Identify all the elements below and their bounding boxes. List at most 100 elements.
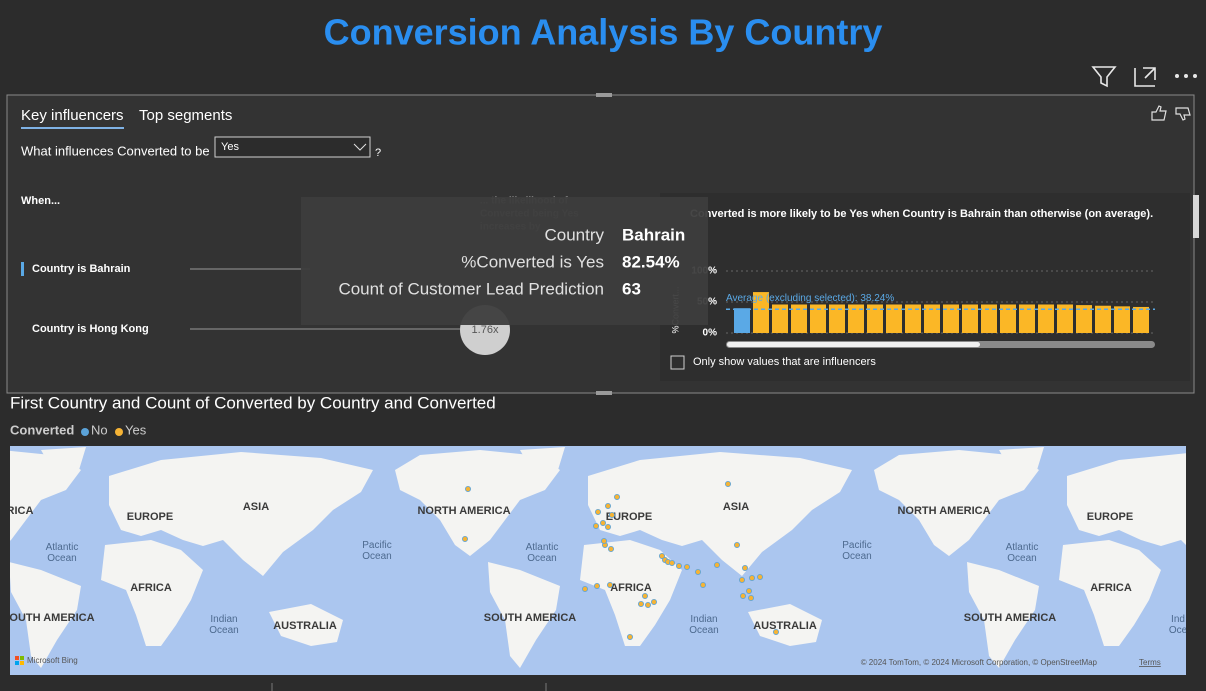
tooltip-value: 63 <box>622 279 641 298</box>
continent-label: AUSTRALIA <box>753 620 817 632</box>
tab[interactable]: Key influencers <box>21 107 124 124</box>
more-icon[interactable] <box>1175 74 1197 78</box>
map-point <box>714 562 721 569</box>
focus-icon[interactable] <box>1134 67 1156 87</box>
bar <box>981 304 997 333</box>
map-point <box>748 595 755 602</box>
bar <box>1114 306 1130 333</box>
checkbox-label[interactable]: Only show values that are influencers <box>693 356 876 368</box>
bar-chart: %Convert...0%50%100%Average (excluding s… <box>670 266 1155 339</box>
filter-icon[interactable] <box>1091 66 1117 88</box>
map-point <box>461 536 468 543</box>
influencer-factor: 1.76x <box>472 324 499 336</box>
tooltip-value: 82.54% <box>622 252 680 271</box>
resize-handle[interactable] <box>596 93 612 97</box>
map-point <box>725 480 732 487</box>
ocean-label: Ocean <box>47 553 76 564</box>
continent-label: AFRICA <box>130 582 172 594</box>
map-provider: Microsoft Bing <box>27 656 78 665</box>
legend-title: Converted <box>10 422 74 437</box>
tooltip-label: %Converted is Yes <box>461 252 604 271</box>
tab[interactable]: Top segments <box>139 107 232 124</box>
map-point <box>642 593 649 600</box>
bar <box>734 308 750 333</box>
feedback-icons[interactable] <box>1151 105 1191 121</box>
continent-label: SOUTH AMERICA <box>484 612 577 624</box>
map-point <box>605 502 612 509</box>
map-attribution: © 2024 TomTom, © 2024 Microsoft Corporat… <box>861 658 1098 667</box>
dropdown[interactable] <box>214 136 371 158</box>
resize-handle[interactable] <box>596 391 612 395</box>
bar <box>848 304 864 333</box>
continent-label: EUROPE <box>127 511 173 523</box>
bar <box>943 304 959 333</box>
chart-scroll-thumb[interactable] <box>727 342 980 347</box>
continent-label: EUROPE <box>1087 511 1133 523</box>
map-terms[interactable]: Terms <box>1139 658 1161 667</box>
map-point <box>773 629 780 636</box>
bar <box>1095 305 1111 333</box>
bar <box>753 292 769 333</box>
legend-marker <box>115 428 123 436</box>
bar <box>924 304 940 333</box>
continent-label: AUSTRALIA <box>273 620 337 632</box>
ocean-label: Ocean <box>1007 553 1036 564</box>
bar <box>772 304 788 333</box>
dropdown-value[interactable]: Yes <box>221 141 239 153</box>
map-point <box>464 485 471 492</box>
map-point <box>695 569 702 576</box>
continent-label: NORTH AMERICA <box>417 505 510 517</box>
map-point <box>749 575 756 582</box>
bing-logo <box>15 656 24 665</box>
map-point <box>746 588 753 595</box>
y-tick-label: 0% <box>703 328 718 339</box>
map-point <box>607 582 614 589</box>
page-title: Conversion Analysis By Country <box>324 12 883 53</box>
when-header: When... <box>21 195 60 207</box>
legend: Converted No Yes <box>10 422 147 437</box>
map-point <box>614 493 621 500</box>
map-point <box>742 565 749 572</box>
ocean-label: Pacific <box>362 540 391 551</box>
map-point <box>582 586 589 593</box>
dropdown-arrow[interactable] <box>353 143 367 151</box>
bar <box>886 304 902 333</box>
map-point <box>651 599 658 606</box>
map-point <box>700 582 707 589</box>
influencer-label[interactable]: Country is Hong Kong <box>32 323 149 335</box>
ocean-label: Atlantic <box>46 542 79 553</box>
help[interactable]: ? <box>375 147 381 159</box>
continent-label: AFRICA <box>610 582 652 594</box>
continent-label: ASIA <box>243 501 269 513</box>
checkbox[interactable] <box>670 355 685 370</box>
bar <box>1133 306 1149 333</box>
bar <box>1019 304 1035 333</box>
continent-label: EUROPE <box>606 511 652 523</box>
legend-entry: No <box>91 422 108 437</box>
continent-label: AFRICA <box>1090 582 1132 594</box>
ocean-label: Ocean <box>362 551 391 562</box>
map-point <box>659 553 666 560</box>
bar <box>1000 304 1016 333</box>
ocean-label: Ocean <box>209 625 238 636</box>
ocean-label: Indian <box>690 614 717 625</box>
map-labels: RICA EUROPE ASIA NORTH AMERICA EUROPE ASIA NOR… <box>7 501 1186 636</box>
map-point <box>740 593 747 600</box>
bar <box>1076 305 1092 333</box>
bar <box>810 304 826 333</box>
ocean-label: Ocean <box>842 551 871 562</box>
ocean-label: Ocean <box>689 625 718 636</box>
map-point <box>645 602 652 609</box>
detail-panel <box>660 193 1190 381</box>
map-point <box>757 574 764 581</box>
bar <box>905 304 921 333</box>
scrollbar[interactable] <box>1193 195 1199 238</box>
influencer-label[interactable]: Country is Bahrain <box>32 263 131 275</box>
map-point <box>627 634 634 641</box>
ocean-label: Indian <box>210 614 237 625</box>
selection-marker <box>21 262 24 276</box>
map-point <box>595 508 602 515</box>
continent-label: RICA <box>7 505 34 517</box>
legend-entry: Yes <box>125 422 147 437</box>
